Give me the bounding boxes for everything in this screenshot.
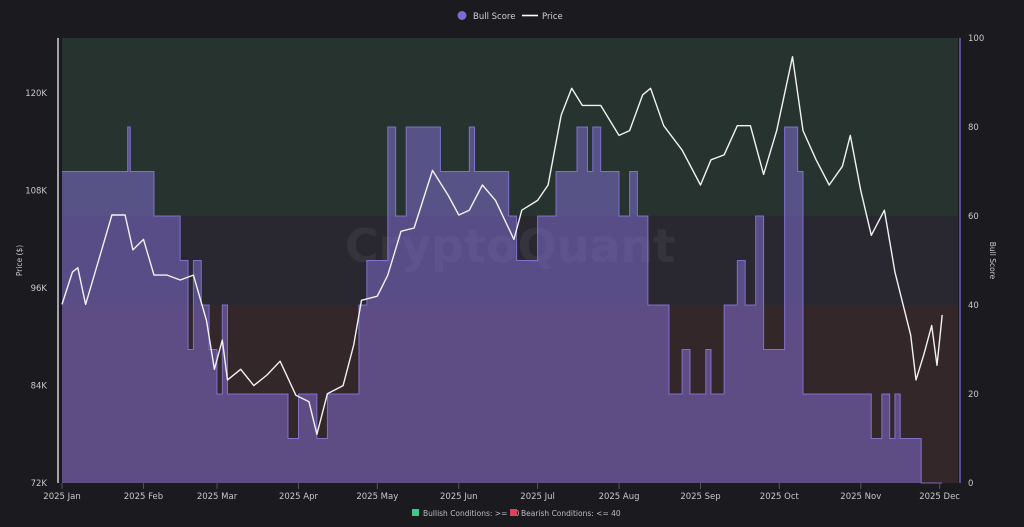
bearish-legend-marker [510,509,517,516]
bull-score-legend-label: Bull Score [473,12,515,22]
x-tick-label: 2025 Apr [279,492,319,502]
score-tick-label: 20 [968,390,979,400]
price-legend-label: Price [542,12,563,22]
x-tick-label: 2025 Oct [760,492,800,502]
x-tick-label: 2025 Dec [919,492,960,502]
price-tick-label: 84K [31,382,48,392]
x-tick-label: 2025 Jun [440,492,478,502]
x-tick-label: 2025 Jan [43,492,80,502]
legend: Bull Score Price Bullish Conditions: >= 60… [412,11,621,518]
score-tick-label: 80 [968,123,979,133]
bull-score-legend-marker [457,11,467,20]
bull-score-area [62,126,943,484]
score-tick-label: 0 [968,479,973,489]
x-tick-label: 2025 May [356,492,398,502]
price-series-line [61,56,943,435]
score-tick-label: 100 [968,34,984,44]
x-tick-label: 2025 Sep [680,492,720,502]
x-tick-label: 2025 Mar [197,492,238,502]
x-tick-label: 2025 Jul [520,492,555,502]
score-axis-title: Bull Score [988,242,997,280]
bull-score-line [62,126,943,484]
axes: 72K 84K 96K 108K 120K 0 20 40 60 80 100 Price ($) Bu… [15,34,997,502]
bullish-legend-label: Bullish Conditions: >= 60 [423,509,520,518]
score-tick-label: 60 [968,212,979,222]
zone-bullish [62,38,958,216]
score-tick-label: 40 [968,301,979,311]
price-tick-label: 120K [25,89,47,99]
x-tick-label: 2025 Aug [599,492,640,502]
price-tick-label: 108K [25,187,47,197]
price-line [61,56,943,435]
x-tick-label: 2025 Feb [124,492,163,502]
bearish-legend-label: Bearish Conditions: <= 40 [521,509,621,518]
x-tick-label: 2025 Nov [840,492,881,502]
price-tick-label: 96K [31,284,48,294]
bullish-legend-marker [412,509,419,516]
price-axis-title: Price ($) [15,245,24,276]
price-tick-label: 72K [31,479,48,489]
